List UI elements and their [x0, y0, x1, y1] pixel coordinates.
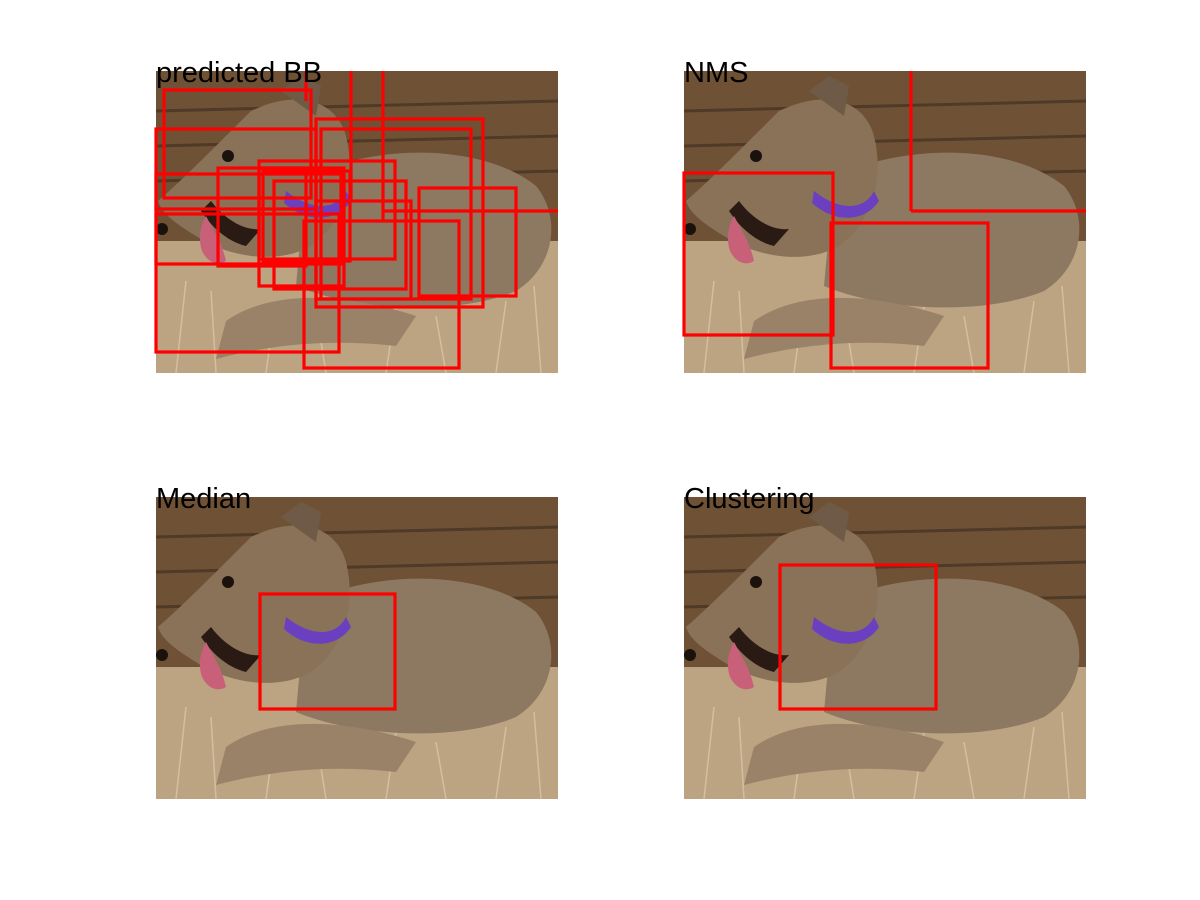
- panel-nms: NMS: [682, 57, 1087, 374]
- panel-title: NMS: [684, 57, 749, 89]
- dog-photo: [683, 497, 1087, 800]
- dog-photo: [155, 71, 559, 374]
- panel-median: Median: [155, 483, 559, 800]
- dog-photo-with-boxes: [155, 497, 559, 800]
- dog-photo: [683, 71, 1087, 374]
- panel-title: predicted BB: [156, 57, 323, 89]
- median-box: [258, 592, 397, 711]
- dog-photo-with-boxes: [683, 497, 1087, 800]
- clustering-box: [778, 563, 938, 711]
- dog-photo-with-boxes: [154, 71, 559, 374]
- dog-photo-with-boxes: [682, 71, 1087, 374]
- nms-boxes: [682, 71, 1086, 370]
- dog-photo: [155, 497, 559, 800]
- panel-title: Median: [156, 483, 252, 515]
- predicted-boxes: [154, 71, 558, 370]
- panel-title: Clustering: [684, 483, 815, 515]
- panel-predicted-bb: predicted BB: [154, 57, 559, 374]
- panel-clustering: Clustering: [683, 483, 1087, 800]
